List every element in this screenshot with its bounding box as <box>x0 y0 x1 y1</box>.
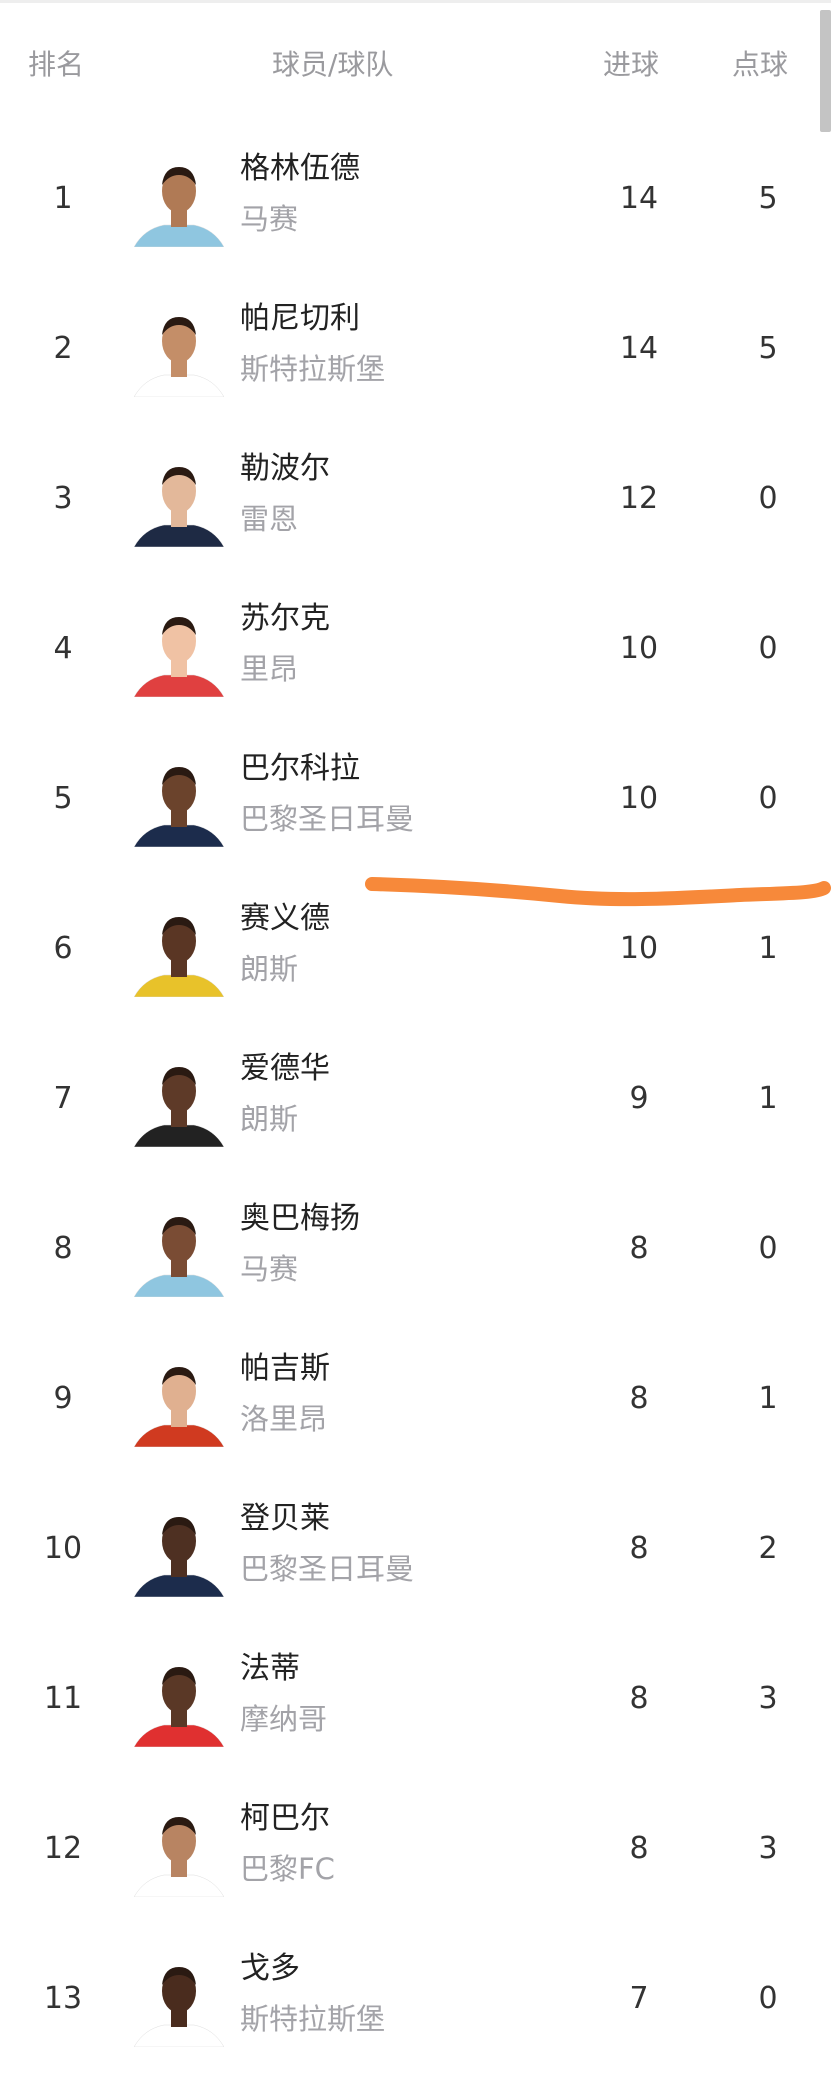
player-avatar <box>134 1517 224 1597</box>
rank: 6 <box>53 931 73 966</box>
rank: 10 <box>43 1531 83 1566</box>
rank: 3 <box>53 481 73 516</box>
team-name[interactable]: 马赛 <box>240 202 299 236</box>
goals: 12 <box>619 481 659 516</box>
player-avatar <box>134 1217 224 1297</box>
penalties: 5 <box>758 331 778 366</box>
penalties: 2 <box>758 1531 778 1566</box>
team-name[interactable]: 斯特拉斯堡 <box>240 2002 386 2036</box>
header-goals: 进球 <box>603 48 660 81</box>
goals: 8 <box>629 1831 649 1866</box>
player-name[interactable]: 勒波尔 <box>240 451 330 486</box>
rank: 7 <box>53 1081 73 1116</box>
player-avatar <box>134 1067 224 1147</box>
scrollbar[interactable] <box>820 10 831 132</box>
player-avatar <box>134 1667 224 1747</box>
table-row[interactable]: 7 爱德华 朗斯 9 1 <box>0 1025 810 1175</box>
player-avatar <box>134 317 224 397</box>
player-name[interactable]: 帕吉斯 <box>240 1351 330 1386</box>
penalties: 1 <box>758 1081 778 1116</box>
team-name[interactable]: 巴黎圣日耳曼 <box>240 802 415 836</box>
team-name[interactable]: 朗斯 <box>240 1102 299 1136</box>
player-avatar <box>134 1367 224 1447</box>
rank: 2 <box>53 331 73 366</box>
player-name[interactable]: 帕尼切利 <box>240 301 360 336</box>
team-name[interactable]: 马赛 <box>240 1252 299 1286</box>
rank: 1 <box>53 181 73 216</box>
goals: 8 <box>629 1531 649 1566</box>
penalties: 3 <box>758 1681 778 1716</box>
player-name[interactable]: 奥巴梅扬 <box>240 1201 360 1236</box>
team-name[interactable]: 里昂 <box>240 652 299 686</box>
team-name[interactable]: 巴黎FC <box>240 1852 335 1886</box>
table-row[interactable]: 1 格林伍德 马赛 14 5 <box>0 125 810 275</box>
player-avatar <box>134 467 224 547</box>
header-player-team: 球员/球队 <box>272 48 394 81</box>
goals: 8 <box>629 1681 649 1716</box>
player-name[interactable]: 柯巴尔 <box>240 1801 330 1836</box>
team-name[interactable]: 斯特拉斯堡 <box>240 352 386 386</box>
player-avatar <box>134 1817 224 1897</box>
goals: 9 <box>629 1081 649 1116</box>
team-name[interactable]: 雷恩 <box>240 502 299 536</box>
goals: 14 <box>619 181 659 216</box>
goals: 7 <box>629 1981 649 2016</box>
player-name[interactable]: 法蒂 <box>240 1651 300 1686</box>
table-row[interactable]: 2 帕尼切利 斯特拉斯堡 14 5 <box>0 275 810 425</box>
penalties: 0 <box>758 631 778 666</box>
team-name[interactable]: 摩纳哥 <box>240 1702 328 1736</box>
table-row[interactable]: 13 戈多 斯特拉斯堡 7 0 <box>0 1925 810 2075</box>
goals: 10 <box>619 631 659 666</box>
player-name[interactable]: 赛义德 <box>240 901 330 936</box>
rank: 13 <box>43 1981 83 2016</box>
player-avatar <box>134 767 224 847</box>
team-name[interactable]: 巴黎圣日耳曼 <box>240 1552 415 1586</box>
header-penalties: 点球 <box>732 48 789 81</box>
table-row[interactable]: 12 柯巴尔 巴黎FC 8 3 <box>0 1775 810 1925</box>
player-name[interactable]: 格林伍德 <box>240 151 360 186</box>
player-avatar <box>134 1967 224 2047</box>
player-avatar <box>134 617 224 697</box>
player-name[interactable]: 巴尔科拉 <box>240 751 360 786</box>
penalties: 5 <box>758 181 778 216</box>
top-divider <box>0 0 831 3</box>
goals: 10 <box>619 781 659 816</box>
header-rank: 排名 <box>28 48 85 81</box>
table-row[interactable]: 5 巴尔科拉 巴黎圣日耳曼 10 0 <box>0 725 810 875</box>
player-name[interactable]: 登贝莱 <box>240 1501 330 1536</box>
table-row[interactable]: 6 赛义德 朗斯 10 1 <box>0 875 810 1025</box>
player-avatar <box>134 167 224 247</box>
goals: 14 <box>619 331 659 366</box>
penalties: 1 <box>758 931 778 966</box>
rank: 11 <box>43 1681 83 1716</box>
table-row[interactable]: 11 法蒂 摩纳哥 8 3 <box>0 1625 810 1775</box>
penalties: 3 <box>758 1831 778 1866</box>
rank: 4 <box>53 631 73 666</box>
penalties: 0 <box>758 481 778 516</box>
team-name[interactable]: 洛里昂 <box>240 1402 328 1436</box>
table-row[interactable]: 10 登贝莱 巴黎圣日耳曼 8 2 <box>0 1475 810 1625</box>
table-row[interactable]: 3 勒波尔 雷恩 12 0 <box>0 425 810 575</box>
goals: 10 <box>619 931 659 966</box>
player-name[interactable]: 苏尔克 <box>240 601 330 636</box>
penalties: 0 <box>758 781 778 816</box>
rank: 8 <box>53 1231 73 1266</box>
goals: 8 <box>629 1381 649 1416</box>
player-avatar <box>134 917 224 997</box>
penalties: 1 <box>758 1381 778 1416</box>
table-row[interactable]: 4 苏尔克 里昂 10 0 <box>0 575 810 725</box>
rank: 5 <box>53 781 73 816</box>
table-row[interactable]: 8 奥巴梅扬 马赛 8 0 <box>0 1175 810 1325</box>
penalties: 0 <box>758 1981 778 2016</box>
penalties: 0 <box>758 1231 778 1266</box>
player-name[interactable]: 戈多 <box>240 1951 300 1986</box>
team-name[interactable]: 朗斯 <box>240 952 299 986</box>
rank: 12 <box>43 1831 83 1866</box>
player-name[interactable]: 爱德华 <box>240 1051 330 1086</box>
rank: 9 <box>53 1381 73 1416</box>
table-row[interactable]: 9 帕吉斯 洛里昂 8 1 <box>0 1325 810 1475</box>
goals: 8 <box>629 1231 649 1266</box>
